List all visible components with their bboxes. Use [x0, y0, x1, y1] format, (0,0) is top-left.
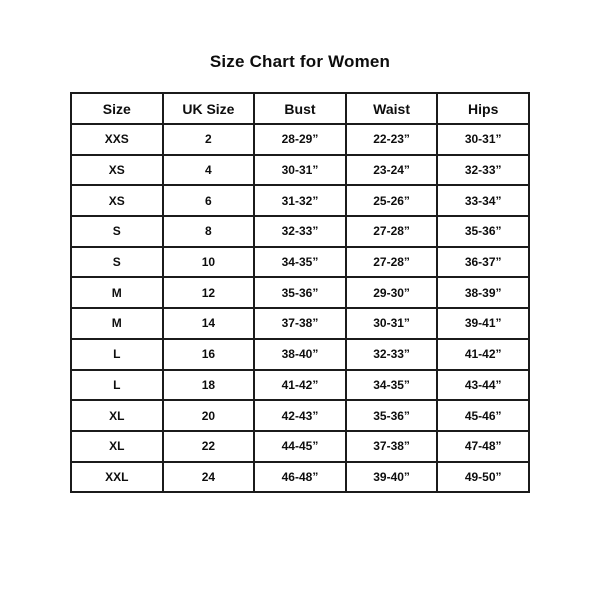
page-title: Size Chart for Women	[209, 52, 391, 71]
table-cell: 32-33”	[436, 153, 530, 187]
table-cell: XXL	[70, 460, 164, 494]
table-cell: 49-50”	[436, 460, 530, 494]
table-row: XS 4 30-31” 23-24” 32-33”	[70, 153, 530, 187]
table-row: S 8 32-33” 27-28” 35-36”	[70, 215, 530, 248]
table-cell: 28-29”	[253, 123, 347, 156]
table-cell: XS	[70, 153, 164, 187]
table-cell: XS	[70, 184, 164, 218]
table-cell: 16	[161, 337, 256, 371]
table-cell: 46-48”	[253, 460, 347, 494]
table-cell: XL	[70, 429, 164, 463]
table-cell: 38-40”	[253, 337, 347, 371]
table-cell: L	[70, 337, 164, 371]
table-cell: 30-31”	[253, 153, 347, 187]
table-cell: 27-28”	[344, 245, 439, 279]
table-cell: 41-42”	[253, 368, 347, 402]
table-row: L 18 41-42” 34-35” 43-44”	[70, 368, 530, 402]
table-cell: 31-32”	[253, 184, 347, 218]
table-cell: XXS	[70, 123, 164, 156]
table-cell: 35-36”	[253, 276, 347, 310]
table-cell: 32-33”	[344, 337, 439, 371]
table-cell: 29-30”	[344, 276, 439, 310]
table-cell: M	[70, 307, 164, 340]
table-cell: 39-41”	[436, 307, 530, 340]
table-cell: 20	[161, 399, 256, 432]
table-cell: 34-35”	[253, 245, 347, 279]
column-header-uk-size: UK Size	[161, 92, 256, 125]
table-cell: 37-38”	[344, 429, 439, 463]
table-cell: 12	[161, 276, 256, 310]
table-row: L 16 38-40” 32-33” 41-42”	[70, 337, 530, 371]
table-cell: 30-31”	[436, 123, 530, 156]
table-cell: 41-42”	[436, 337, 530, 371]
header-row: Size UK Size Bust Waist Hips	[70, 92, 530, 125]
table-cell: 42-43”	[253, 399, 347, 432]
table-cell: S	[70, 245, 164, 279]
table-cell: 32-33”	[253, 215, 347, 248]
table-row: XL 20 42-43” 35-36” 45-46”	[70, 399, 530, 432]
table-row: XS 6 31-32” 25-26” 33-34”	[70, 184, 530, 218]
table-row: M 12 35-36” 29-30” 38-39”	[70, 276, 530, 310]
table-cell: 47-48”	[436, 429, 530, 463]
table-cell: 37-38”	[253, 307, 347, 340]
table-cell: 2	[161, 123, 256, 156]
table-cell: 43-44”	[436, 368, 530, 402]
table-cell: 24	[161, 460, 256, 494]
table-cell: 6	[161, 184, 256, 218]
table-row: M 14 37-38” 30-31” 39-41”	[70, 307, 530, 340]
table-row: XXL 24 46-48” 39-40” 49-50”	[70, 460, 530, 494]
table-cell: 33-34”	[436, 184, 530, 218]
table-cell: 4	[161, 153, 256, 187]
column-header-waist: Waist	[344, 92, 439, 125]
table-cell: 30-31”	[344, 307, 439, 340]
table-cell: 14	[161, 307, 256, 340]
column-header-size: Size	[70, 92, 164, 125]
table-cell: 8	[161, 215, 256, 248]
table-cell: 35-36”	[436, 215, 530, 248]
table-cell: 23-24”	[344, 153, 439, 187]
table-cell: 25-26”	[344, 184, 439, 218]
table-cell: 10	[161, 245, 256, 279]
table-cell: 22	[161, 429, 256, 463]
table-row: XXS 2 28-29” 22-23” 30-31”	[70, 123, 530, 156]
table-row: S 10 34-35” 27-28” 36-37”	[70, 245, 530, 279]
table-cell: S	[70, 215, 164, 248]
size-chart-table: Size UK Size Bust Waist Hips XXS 2 28-29” 2…	[70, 92, 530, 494]
table-cell: 35-36”	[344, 399, 439, 432]
table-cell: 27-28”	[344, 215, 439, 248]
size-table-body: XXS 2 28-29” 22-23” 30-31” XS 4 30-31” 23-24” 32-…	[70, 123, 530, 494]
table-cell: L	[70, 368, 164, 402]
table-cell: 18	[161, 368, 256, 402]
table-cell: XL	[70, 399, 164, 432]
table-row: XL 22 44-45” 37-38” 47-48”	[70, 429, 530, 463]
column-header-bust: Bust	[253, 92, 347, 125]
table-cell: 44-45”	[253, 429, 347, 463]
table-cell: 38-39”	[436, 276, 530, 310]
table-cell: 39-40”	[344, 460, 439, 494]
table-cell: 22-23”	[344, 123, 439, 156]
table-cell: 45-46”	[436, 399, 530, 432]
table-cell: 34-35”	[344, 368, 439, 402]
size-chart-header: Size UK Size Bust Waist Hips	[70, 92, 530, 125]
column-header-hips: Hips	[436, 92, 530, 125]
table-cell: M	[70, 276, 164, 310]
table-cell: 36-37”	[436, 245, 530, 279]
